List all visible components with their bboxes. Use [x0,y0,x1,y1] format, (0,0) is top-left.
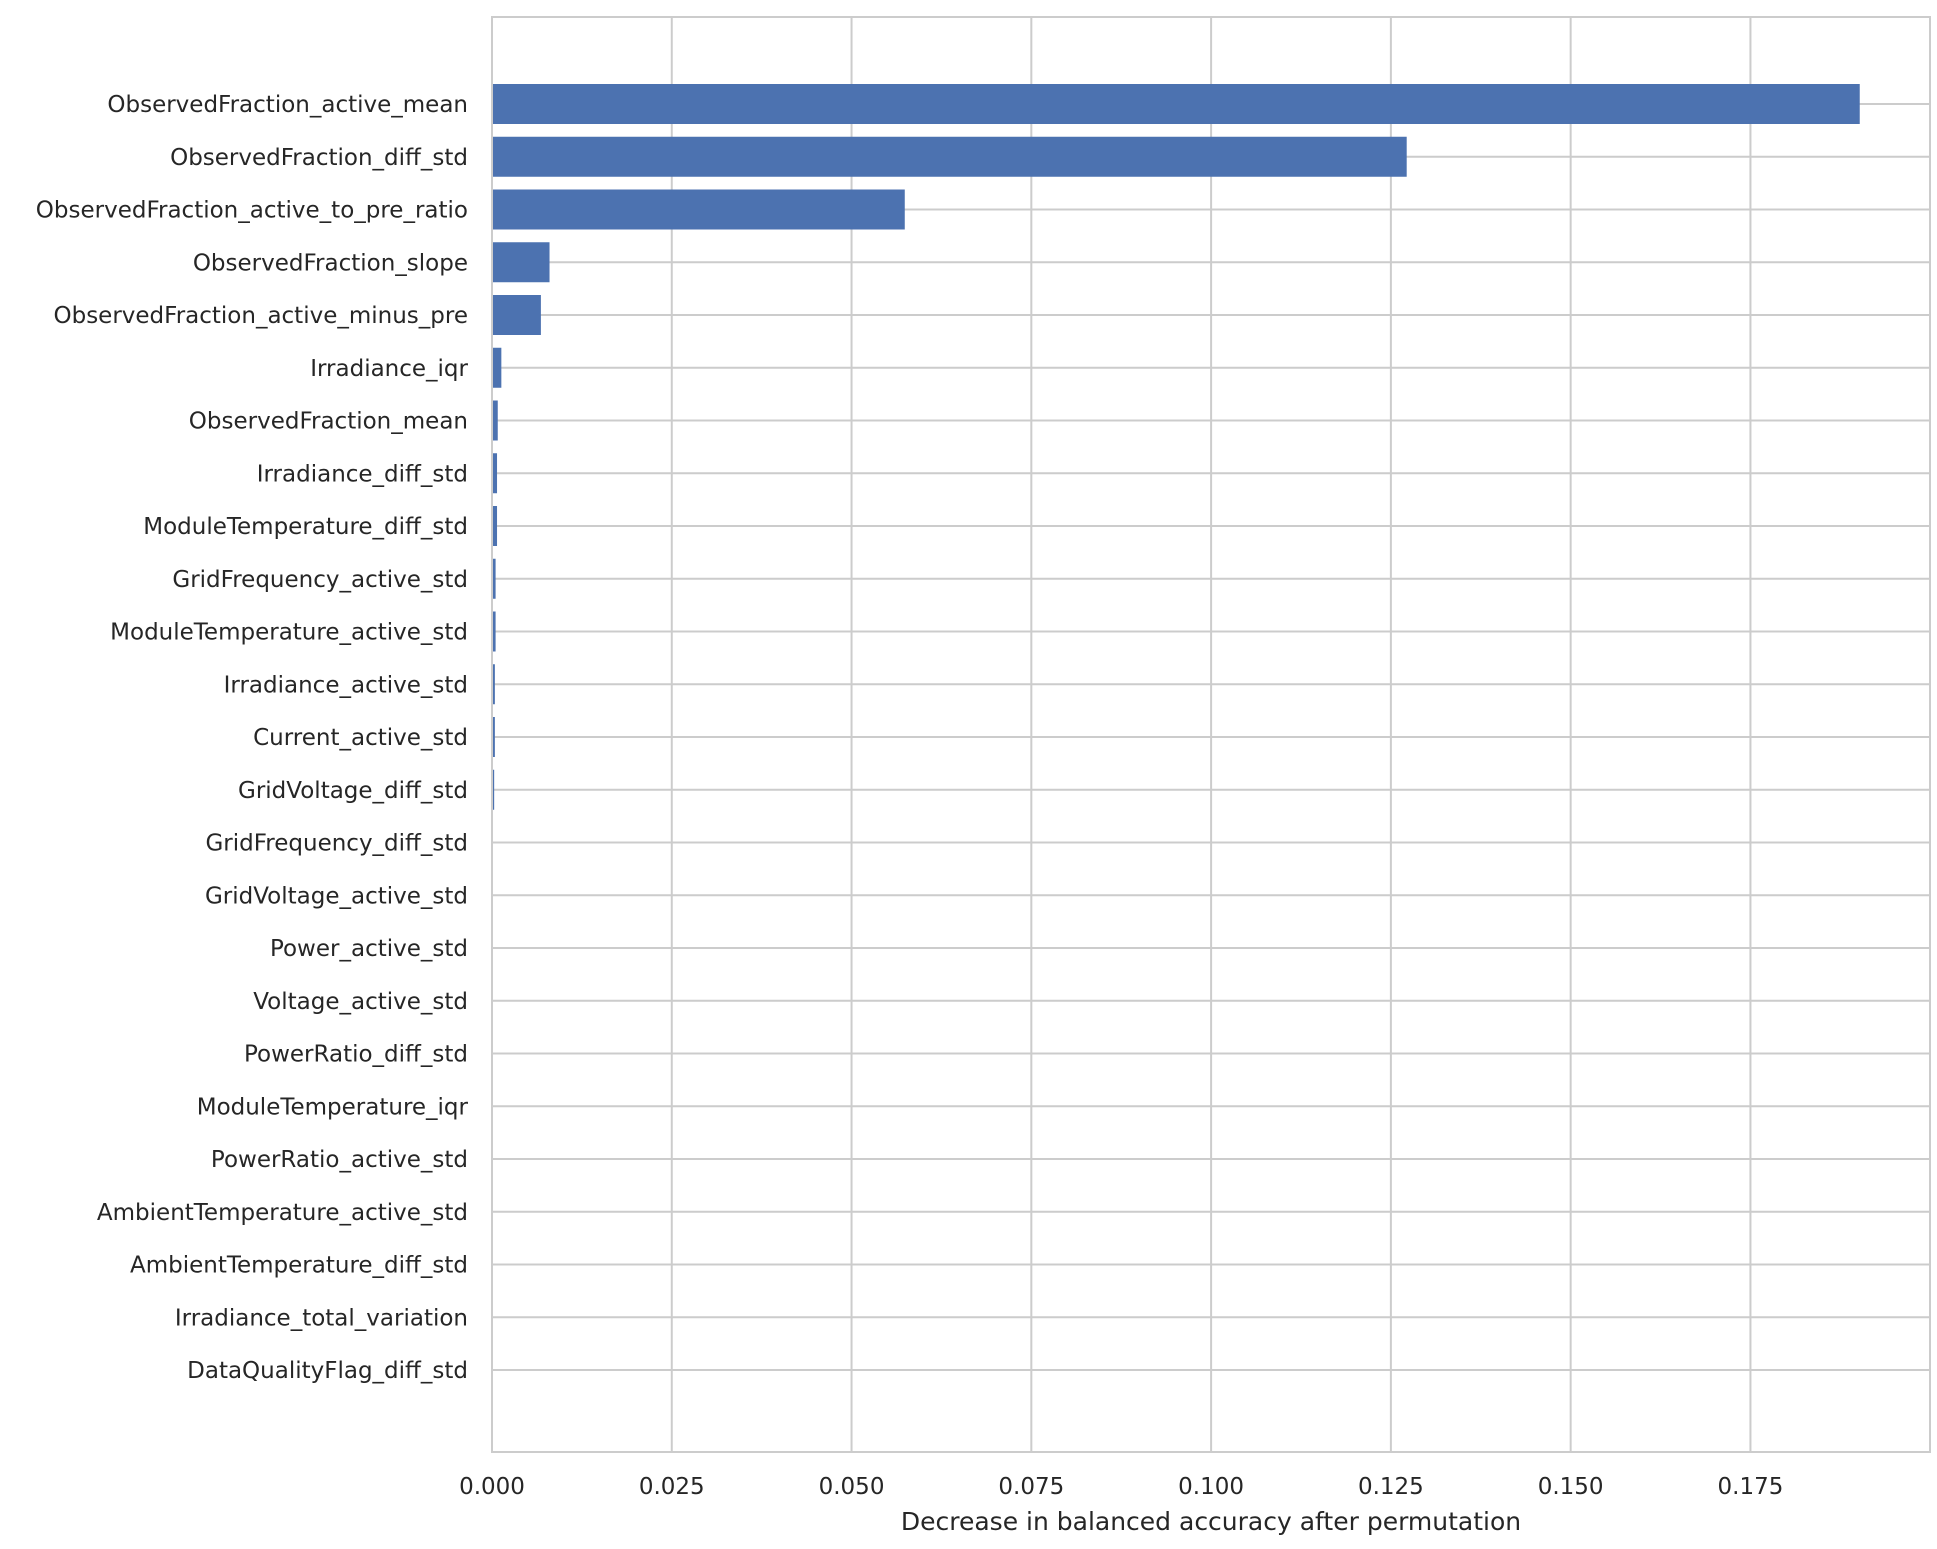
x-tick-label: 0.125 [1358,1474,1424,1500]
x-tick-label: 0.175 [1718,1474,1784,1500]
bars [492,84,1860,1074]
category-label: Current_active_std [253,725,468,751]
category-label: Irradiance_iqr [310,356,468,382]
x-axis-title: Decrease in balanced accuracy after perm… [901,1507,1521,1536]
category-label: Voltage_active_std [253,989,468,1015]
category-label: ObservedFraction_active_minus_pre [53,303,468,329]
bar [492,769,495,810]
category-label: ModuleTemperature_active_std [110,620,468,646]
category-label: AmbientTemperature_active_std [97,1200,468,1226]
bar [492,295,541,335]
bar [492,189,905,230]
bar [492,717,495,757]
x-tick-label: 0.150 [1538,1474,1604,1500]
category-label: PowerRatio_diff_std [244,1042,468,1068]
bar [492,84,1860,124]
category-label: Power_active_std [270,936,468,962]
category-label: ObservedFraction_slope [193,250,468,276]
x-tick-label: 0.075 [998,1474,1064,1500]
category-label: ModuleTemperature_iqr [197,1094,469,1120]
x-tick-label: 0.025 [639,1474,705,1500]
x-tick-labels: 0.000 0.025 0.050 0.075 0.100 0.125 0.150 0.175 [459,1474,1783,1500]
category-labels: ObservedFraction_active_mean ObservedFrac… [36,92,469,1384]
bar [492,400,498,441]
category-label: ObservedFraction_active_mean [107,92,468,118]
bar [492,242,550,283]
plot-frame [491,16,1931,1453]
category-label: ObservedFraction_diff_std [170,145,468,171]
category-label: ModuleTemperature_diff_std [143,514,468,540]
gridlines [491,17,1930,1452]
category-label: ObservedFraction_active_to_pre_ratio [36,198,468,224]
category-label: DataQualityFlag_diff_std [187,1358,468,1384]
bar [492,347,502,388]
category-label: Irradiance_total_variation [175,1305,468,1331]
x-tick-label: 0.000 [459,1474,525,1500]
category-label: Irradiance_active_std [224,672,468,698]
category-label: GridVoltage_diff_std [238,778,468,804]
bar [492,453,498,494]
category-label: GridFrequency_active_std [172,567,468,593]
category-label: ObservedFraction_mean [189,409,468,435]
category-label: AmbientTemperature_diff_std [130,1253,468,1279]
x-tick-label: 0.050 [819,1474,885,1500]
category-label: GridFrequency_diff_std [205,831,468,857]
category-label: PowerRatio_active_std [211,1147,468,1173]
bar [492,611,496,652]
bar [492,506,498,546]
bar [492,136,1407,177]
bar [492,558,496,599]
x-tick-label: 0.100 [1178,1474,1244,1500]
category-label: GridVoltage_active_std [205,883,468,909]
bar [492,664,495,705]
category-label: Irradiance_diff_std [257,461,468,487]
